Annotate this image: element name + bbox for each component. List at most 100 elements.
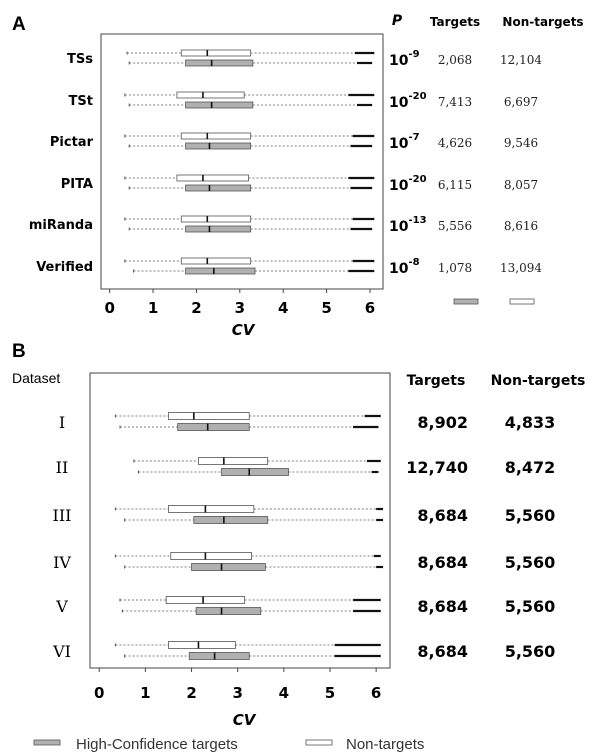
panel-b-x-axis: 0 1 2 3 4 5 6 [94,668,381,702]
panel-a-target-iqr [185,101,254,109]
panel-a-row-label: Verified [36,260,93,275]
panel-b-row-label: V [55,597,68,616]
panel-b-letter: B [12,341,26,362]
panel-a-nontargets-count: 6,697 [504,95,538,109]
panel-b-nontarget-box [114,552,381,560]
p-value-base: 10 [389,136,409,152]
panel-b-nontarget-box [133,457,381,465]
panel-b-tick-label: 5 [325,684,335,702]
panel-b-target-iqr [193,516,269,524]
p-value: 10-13 [389,215,427,235]
p-value: 10-20 [389,174,427,194]
panel-b-row: II 12,740 8,472 [56,457,555,477]
panel-a-tick-label: 1 [148,299,158,317]
panel-b-target-box [124,516,384,524]
panel-a-tick-label: 3 [235,299,245,317]
panel-b-nontargets-count: 5,560 [505,553,556,572]
panel-a-nontarget-box [124,215,375,223]
p-value-base: 10 [389,178,409,194]
p-value: 10-9 [389,49,420,69]
panel-a-nontarget-iqr [180,132,252,140]
panel-a-target-box [128,59,373,67]
panel-b-target-iqr [191,563,266,571]
panel-b-target-iqr [188,652,250,660]
panel-a-tick-label: 6 [365,299,375,317]
panel-a-row-label: PITA [61,177,93,192]
panel-a-target-box [133,267,375,275]
panel-b-nontarget-iqr [168,412,250,420]
panel-b-target-box [121,607,381,615]
legend-label-targets: High-Confidence targets [76,736,238,752]
panel-b-nontarget-box [114,412,381,420]
panel-b-targets-count: 8,902 [417,413,468,432]
panel-a-targets-count: 1,078 [438,261,472,275]
panel-b-row: III 8,684 5,560 [53,505,556,525]
panel-b-row: V 8,684 5,560 [55,596,556,616]
panel-a-row: Pictar 10-7 4,626 9,546 [50,132,538,152]
panel-a-nontarget-iqr [176,174,249,182]
p-value-base: 10 [389,53,409,69]
panel-b-row: I 8,902 4,833 [59,412,555,432]
panel-b-nontargets-count: 5,560 [505,506,556,525]
panel-a-letter: A [12,14,26,35]
panel-b-nontargets-count: 5,560 [505,597,556,616]
panel-b-nontarget-box [119,596,381,604]
panel-b-row-label: III [53,506,72,525]
panel-a-target-box [128,184,373,192]
panel-b-target-iqr [195,607,262,615]
panel-b-row-label: II [56,458,69,477]
panel-a-nontargets-count: 12,104 [500,53,542,67]
panel-a-row: miRanda 10-13 5,556 8,616 [29,215,538,235]
panel-b-rows: I 8,902 4,833 II 12,740 8,472 III 8,684 5,560 IV 8… [52,412,556,661]
panel-b-tick-label: 0 [94,684,104,702]
legend-label-nontargets: Non-targets [346,736,424,752]
panel-a-target-box [128,142,373,150]
panel-a-nontargets-count: 8,057 [504,178,538,192]
panel-a-nontarget-box [124,257,375,265]
panel-b-tick-label: 6 [371,684,381,702]
panel-b-target-box [124,652,381,660]
panel-a-target-box [128,225,373,233]
panel-a-nontarget-box [124,132,375,140]
panel-a-nontargets-count: 13,094 [500,261,542,275]
legend-swatch-nontargets [305,739,333,746]
panel-a-row-label: TSt [69,94,93,109]
p-value-exponent: -20 [408,91,426,102]
p-value: 10-20 [389,91,427,111]
panel-a-tick-label: 5 [321,299,331,317]
panel-a-targets-count: 6,115 [438,178,472,192]
panel-b-nontarget-iqr [168,505,255,513]
dataset-header: Dataset [12,370,60,386]
panel-b-plot-frame [89,372,391,669]
panel-a-nontarget-iqr [180,49,252,57]
panel-b: B Dataset I 8,902 4,833 II 12,740 8,472 III 8,6… [12,341,585,729]
panel-b-targets-header: Targets [407,373,466,389]
panel-b-target-box [119,423,379,431]
panel-b-tick-label: 1 [140,684,150,702]
panel-a-target-box [128,101,373,109]
panel-b-row-label: IV [53,553,71,572]
panel-a-targets-count: 7,413 [438,95,472,109]
panel-a-row: TSt 10-20 7,413 6,697 [69,91,539,111]
panel-a-target-iqr [185,225,252,233]
panel-b-row: VI 8,684 5,560 [52,641,555,661]
legend-swatch-targets [33,739,61,746]
panel-b-targets-count: 8,684 [417,597,468,616]
p-value-base: 10 [389,219,409,235]
panel-b-target-box [137,468,379,476]
panel-b-nontarget-box [114,505,384,513]
p-value: 10-8 [389,257,420,277]
panel-a-targets-count: 4,626 [438,136,472,150]
panel-b-x-label: CV [233,711,257,729]
panel-b-targets-count: 8,684 [417,506,468,525]
legend: High-Confidence targets Non-targets [33,736,424,752]
panel-a-target-iqr [185,59,254,67]
panel-a-targets-count: 5,556 [438,219,472,233]
panel-a-nontarget-box [126,49,375,57]
panel-b-row-label: I [59,413,65,432]
panel-a-row-label: TSs [67,52,93,67]
panel-b-targets-count: 8,684 [417,553,468,572]
panel-a-nontarget-box [124,174,375,182]
